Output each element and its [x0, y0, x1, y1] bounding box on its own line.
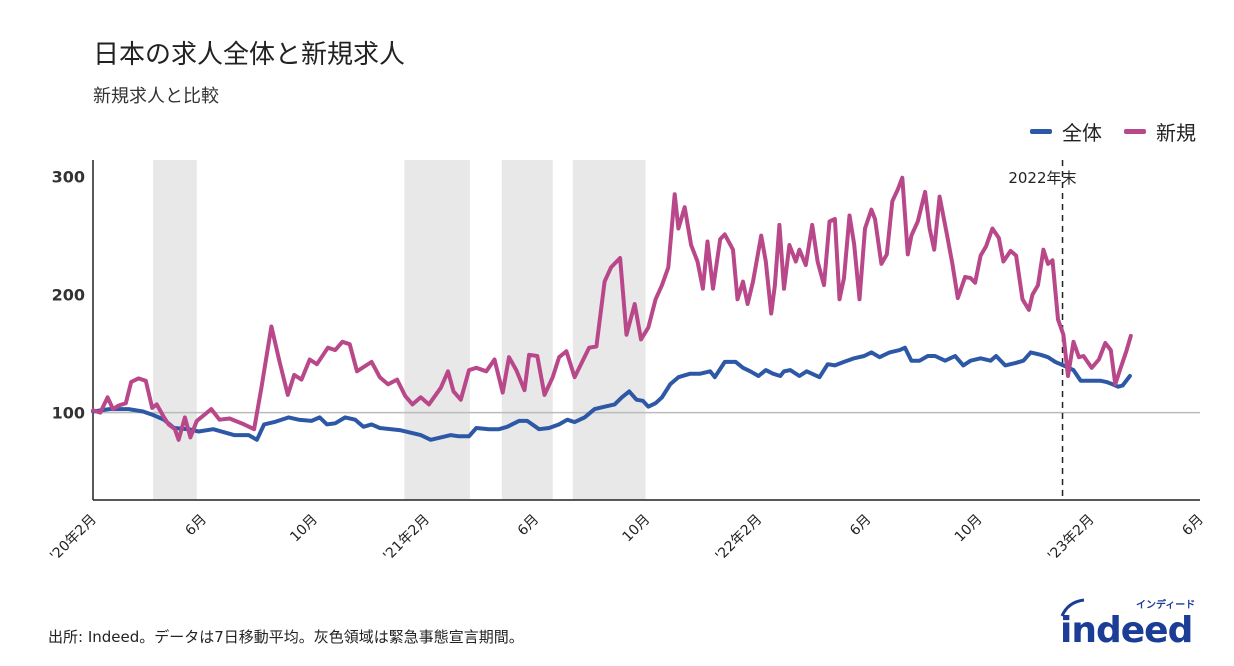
x-tick-label: '22年2月	[713, 512, 766, 565]
chart-title: 日本の求人全体と新規求人	[93, 40, 406, 70]
legend-item-total: 全体	[1030, 117, 1102, 146]
shaded-period	[501, 160, 553, 500]
svg-text:indeed: indeed	[1060, 610, 1192, 646]
legend-swatch-new	[1124, 129, 1146, 134]
x-tick-label: 10月	[620, 512, 654, 546]
indeed-logo: indeed インディード	[1060, 598, 1195, 646]
legend-label-new: 新規	[1156, 121, 1196, 145]
svg-text:インディード: インディード	[1136, 598, 1195, 611]
legend-label-total: 全体	[1062, 121, 1102, 145]
x-tick-label: 6月	[515, 512, 543, 540]
legend-item-new: 新規	[1124, 117, 1196, 146]
x-tick-label: '21年2月	[380, 512, 433, 565]
series-line-new	[91, 175, 1133, 442]
y-tick-label: 300	[52, 168, 85, 187]
annotation-label: 2022年末	[1008, 169, 1076, 187]
x-tick-label: 6月	[1179, 512, 1207, 540]
x-tick-label: 6月	[847, 512, 875, 540]
y-tick-label: 100	[52, 404, 85, 423]
y-tick-label: 200	[52, 286, 85, 305]
chart-subtitle: 新規求人と比較	[93, 86, 219, 107]
legend: 全体 新規	[1030, 117, 1196, 146]
shaded-period	[404, 160, 470, 500]
shaded-period	[572, 160, 646, 500]
x-tick-label: 10月	[952, 512, 986, 546]
legend-swatch-total	[1030, 129, 1052, 134]
source-note: 出所: Indeed。データは7日移動平均。灰色領域は緊急事態宣言期間。	[48, 628, 524, 646]
x-tick-label: '23年2月	[1045, 512, 1098, 565]
x-tick-label: 10月	[287, 512, 321, 546]
x-tick-label: 6月	[182, 512, 210, 540]
series-line-total	[91, 345, 1132, 442]
shaded-period	[153, 160, 197, 500]
x-tick-label: '20年2月	[47, 512, 100, 565]
